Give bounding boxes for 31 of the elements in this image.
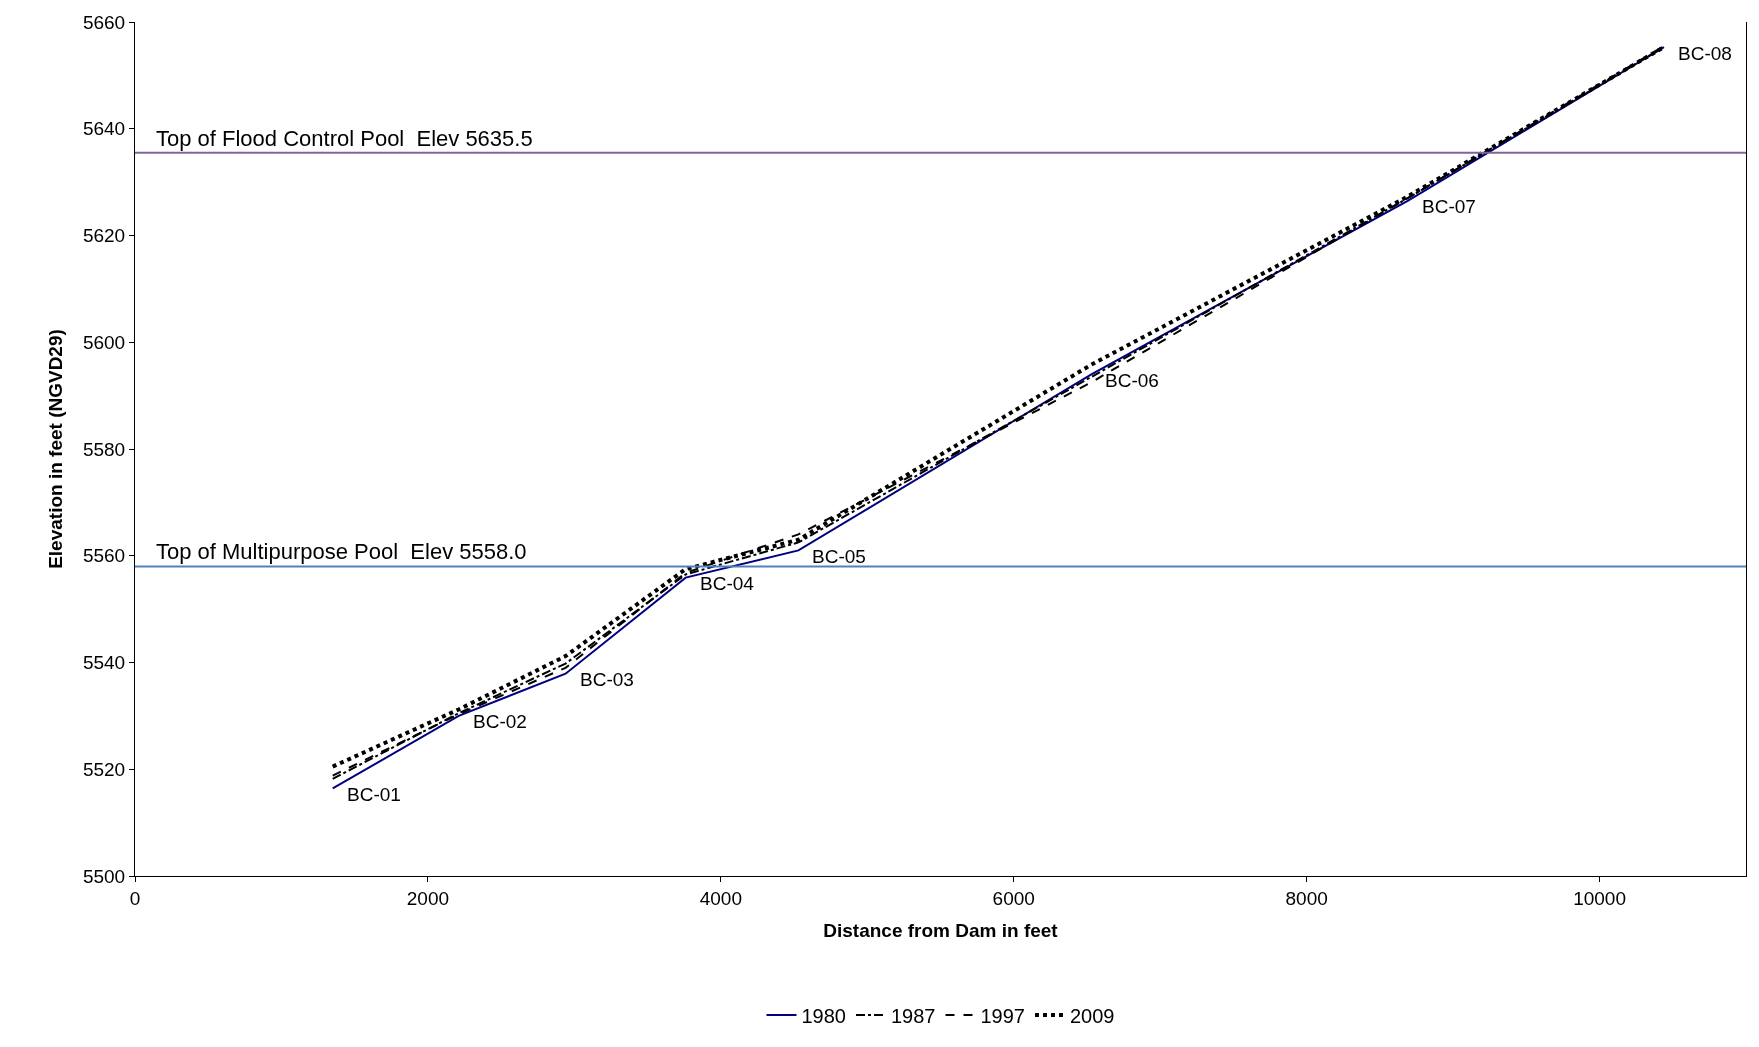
- y-tick-label: 5560: [82, 545, 126, 567]
- y-tick-label: 5640: [82, 118, 126, 140]
- y-tick-label: 5580: [82, 438, 126, 460]
- y-tick-label: 5620: [82, 225, 126, 247]
- annotation: BC-02: [473, 711, 527, 732]
- y-tick-label: 5660: [82, 11, 126, 33]
- annotation: BC-05: [812, 546, 866, 567]
- x-tick-label: 8000: [1285, 887, 1328, 909]
- x-tick-label: 2000: [406, 887, 450, 909]
- x-axis-title: Distance from Dam in feet: [823, 919, 1059, 941]
- annotation: BC-04: [700, 573, 755, 594]
- y-axis-title: Elevation in feet (NGVD29): [44, 329, 66, 569]
- y-tick-label: 5500: [82, 865, 126, 887]
- legend-label: 1980: [801, 1004, 846, 1027]
- annotation: BC-07: [1422, 196, 1476, 217]
- x-tick-label: 4000: [699, 887, 742, 909]
- y-tick-label: 5520: [82, 758, 126, 780]
- annotation: BC-01: [347, 784, 401, 805]
- y-tick-label: 5540: [82, 652, 126, 674]
- ref-line-label: Top of Flood Control Pool Elev 5635.5: [156, 126, 533, 151]
- annotation: BC-08: [1678, 43, 1732, 64]
- x-tick-label: 6000: [992, 887, 1035, 909]
- y-tick-label: 5600: [82, 331, 126, 353]
- legend-label: 1997: [980, 1004, 1025, 1027]
- annotation: BC-06: [1105, 370, 1159, 391]
- annotation: BC-03: [580, 669, 634, 690]
- x-tick-label: 10000: [1573, 887, 1626, 909]
- legend-label: 2009: [1070, 1004, 1115, 1027]
- legend-label: 1987: [891, 1004, 936, 1027]
- ref-line-label: Top of Multipurpose Pool Elev 5558.0: [156, 539, 527, 564]
- x-tick-label: 0: [129, 887, 141, 909]
